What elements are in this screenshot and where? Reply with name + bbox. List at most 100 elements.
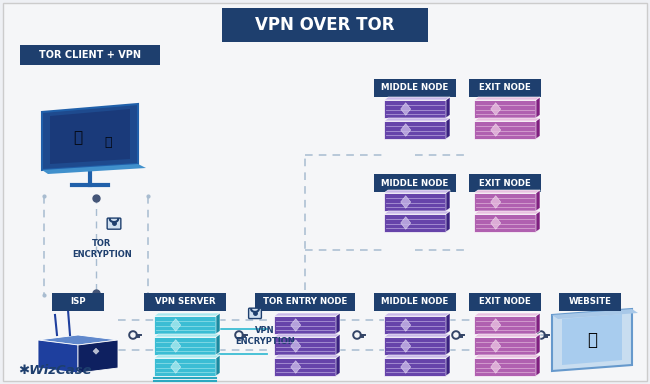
Polygon shape: [336, 334, 340, 355]
Polygon shape: [384, 211, 450, 214]
Polygon shape: [291, 319, 301, 331]
Polygon shape: [536, 313, 540, 334]
Polygon shape: [336, 313, 340, 334]
Text: MIDDLE NODE: MIDDLE NODE: [382, 298, 448, 306]
Polygon shape: [536, 211, 540, 232]
Polygon shape: [93, 348, 99, 354]
Text: MIDDLE NODE: MIDDLE NODE: [382, 179, 448, 187]
Polygon shape: [552, 309, 638, 319]
Polygon shape: [384, 355, 450, 358]
Polygon shape: [384, 313, 450, 316]
FancyBboxPatch shape: [474, 316, 536, 334]
FancyBboxPatch shape: [52, 293, 104, 311]
Text: 🐾: 🐾: [73, 131, 83, 146]
Text: VPN OVER TOR: VPN OVER TOR: [255, 16, 395, 34]
Polygon shape: [384, 97, 450, 100]
Polygon shape: [474, 334, 540, 337]
Polygon shape: [446, 118, 450, 139]
FancyBboxPatch shape: [384, 214, 446, 232]
FancyBboxPatch shape: [469, 79, 541, 97]
FancyBboxPatch shape: [384, 337, 446, 355]
Polygon shape: [491, 340, 500, 352]
FancyBboxPatch shape: [474, 358, 536, 376]
Polygon shape: [274, 334, 340, 337]
FancyBboxPatch shape: [384, 193, 446, 211]
Polygon shape: [154, 313, 220, 316]
FancyBboxPatch shape: [384, 358, 446, 376]
Polygon shape: [400, 217, 411, 229]
Polygon shape: [491, 361, 500, 373]
FancyBboxPatch shape: [474, 121, 536, 139]
Polygon shape: [491, 196, 500, 208]
Polygon shape: [384, 334, 450, 337]
FancyBboxPatch shape: [154, 316, 216, 334]
FancyBboxPatch shape: [222, 8, 428, 42]
Polygon shape: [42, 164, 146, 174]
Polygon shape: [552, 309, 632, 371]
Polygon shape: [154, 334, 220, 337]
Polygon shape: [50, 109, 130, 164]
Polygon shape: [274, 355, 340, 358]
Polygon shape: [400, 124, 411, 136]
FancyBboxPatch shape: [559, 293, 621, 311]
Polygon shape: [474, 355, 540, 358]
Text: MIDDLE NODE: MIDDLE NODE: [382, 83, 448, 93]
FancyBboxPatch shape: [384, 100, 446, 118]
Text: 🖼: 🖼: [587, 331, 597, 349]
Text: ISP: ISP: [70, 298, 86, 306]
Polygon shape: [446, 190, 450, 211]
Polygon shape: [291, 340, 301, 352]
Polygon shape: [446, 313, 450, 334]
Polygon shape: [216, 313, 220, 334]
FancyBboxPatch shape: [3, 3, 647, 381]
Polygon shape: [491, 124, 500, 136]
Polygon shape: [400, 361, 411, 373]
Polygon shape: [291, 361, 301, 373]
Polygon shape: [171, 319, 181, 331]
Text: EXIT NODE: EXIT NODE: [479, 83, 531, 93]
Polygon shape: [216, 334, 220, 355]
Polygon shape: [384, 190, 450, 193]
Polygon shape: [536, 118, 540, 139]
Text: TOR CLIENT + VPN: TOR CLIENT + VPN: [39, 50, 141, 60]
Polygon shape: [38, 340, 78, 373]
Text: EXIT NODE: EXIT NODE: [479, 179, 531, 187]
Text: 🛡: 🛡: [104, 136, 112, 149]
Text: EXIT NODE: EXIT NODE: [479, 298, 531, 306]
FancyBboxPatch shape: [374, 293, 456, 311]
FancyBboxPatch shape: [255, 293, 355, 311]
FancyBboxPatch shape: [154, 337, 216, 355]
FancyBboxPatch shape: [474, 337, 536, 355]
Text: VPN
ENCRYPTION: VPN ENCRYPTION: [235, 326, 295, 346]
FancyBboxPatch shape: [274, 316, 336, 334]
FancyBboxPatch shape: [107, 218, 121, 229]
Polygon shape: [474, 211, 540, 214]
Polygon shape: [474, 118, 540, 121]
Text: VPN SERVER: VPN SERVER: [155, 298, 215, 306]
Polygon shape: [400, 103, 411, 115]
Polygon shape: [38, 335, 118, 345]
FancyBboxPatch shape: [469, 174, 541, 192]
FancyBboxPatch shape: [248, 308, 261, 319]
Polygon shape: [491, 217, 500, 229]
Polygon shape: [274, 313, 340, 316]
Polygon shape: [400, 340, 411, 352]
Text: TOR ENTRY NODE: TOR ENTRY NODE: [263, 298, 347, 306]
Polygon shape: [400, 319, 411, 331]
FancyBboxPatch shape: [474, 100, 536, 118]
Polygon shape: [42, 104, 138, 170]
Polygon shape: [171, 340, 181, 352]
FancyBboxPatch shape: [274, 358, 336, 376]
Polygon shape: [446, 97, 450, 118]
FancyBboxPatch shape: [20, 45, 160, 65]
Polygon shape: [384, 118, 450, 121]
FancyBboxPatch shape: [469, 293, 541, 311]
Polygon shape: [336, 355, 340, 376]
Polygon shape: [171, 361, 181, 373]
Polygon shape: [446, 355, 450, 376]
FancyBboxPatch shape: [154, 358, 216, 376]
Polygon shape: [474, 190, 540, 193]
Polygon shape: [562, 314, 622, 365]
Text: WEBSITE: WEBSITE: [569, 298, 612, 306]
FancyBboxPatch shape: [374, 79, 456, 97]
